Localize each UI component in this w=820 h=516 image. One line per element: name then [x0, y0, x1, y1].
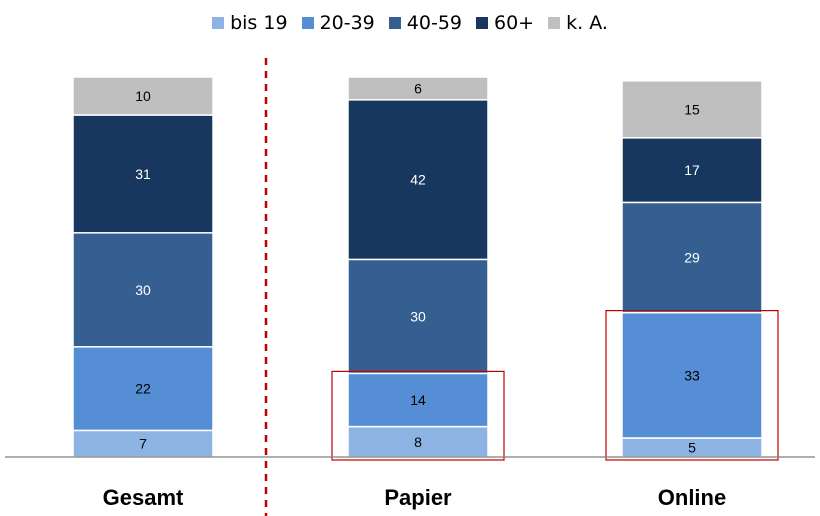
legend-swatch [548, 17, 561, 29]
data-label: 7 [139, 436, 147, 452]
bar-segment [621, 137, 763, 204]
data-label: 29 [684, 250, 700, 266]
data-label: 22 [135, 381, 151, 397]
data-label: 30 [135, 282, 151, 298]
legend-label: 60+ [494, 12, 535, 34]
bar-segment [72, 232, 214, 348]
data-label: 17 [684, 162, 700, 178]
legend-item: bis 19 [212, 12, 288, 34]
highlight-box [605, 310, 779, 461]
bar-segment [347, 76, 489, 101]
bar-segment [347, 258, 489, 375]
legend-swatch [212, 17, 225, 29]
legend-label: k. A. [566, 12, 608, 34]
bar-segment [72, 76, 214, 116]
bar-segment [347, 99, 489, 261]
legend-label: bis 19 [230, 12, 288, 34]
data-label: 30 [410, 308, 426, 324]
data-label: 8 [414, 434, 422, 450]
data-label: 6 [414, 80, 422, 96]
legend-item: 40-59 [388, 12, 462, 34]
category-label: Gesamt [103, 485, 184, 510]
data-label: 14 [410, 392, 426, 408]
data-label: 15 [684, 101, 700, 117]
data-label: 42 [410, 172, 426, 188]
legend-swatch [476, 17, 488, 29]
bar-segment [72, 346, 214, 432]
bar-segment [347, 372, 489, 428]
bar-segment [621, 311, 763, 439]
legend-item: k. A. [548, 12, 608, 34]
category-label: Online [658, 485, 726, 510]
bar-segment [72, 429, 214, 458]
legend-item: 20-39 [301, 12, 375, 34]
legend-item: 60+ [476, 12, 534, 34]
category-label: Papier [384, 485, 452, 510]
data-label: 33 [684, 367, 700, 383]
data-label: 10 [135, 88, 151, 104]
data-label: 5 [688, 440, 696, 456]
legend-label: 40-59 [406, 12, 462, 34]
legend-swatch [301, 17, 314, 29]
legend-label: 20-39 [319, 12, 375, 34]
bar-segment [347, 425, 489, 458]
chart-legend: bis 19 20-39 40-59 60+ k. A. [0, 12, 820, 34]
legend-swatch [388, 17, 401, 29]
data-label: 31 [135, 166, 151, 182]
highlight-box [331, 370, 505, 461]
bar-segment [621, 80, 763, 139]
